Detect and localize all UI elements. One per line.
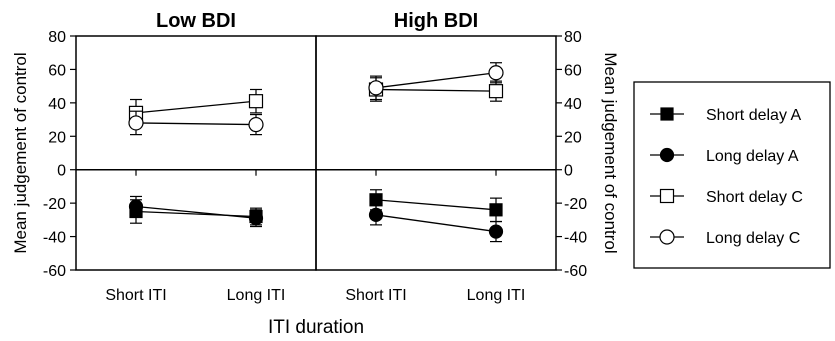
series-line-long-delay-c: [135, 122, 257, 126]
data-point-long-delay-c: [248, 116, 264, 133]
y-tick-label-left: 0: [57, 163, 66, 180]
legend-marker: [659, 188, 675, 204]
y-tick-label-right: 40: [564, 96, 582, 113]
data-point-long-delay-a: [248, 211, 264, 226]
series-line-long-delay-a: [135, 205, 257, 219]
data-point-long-delay-c: [128, 115, 144, 131]
y-tick-label-right: 20: [564, 129, 582, 146]
series-line-short-delay-c: [375, 88, 497, 92]
y-axis-title-right: Mean judgement of control: [601, 52, 620, 253]
data-point-long-delay-c: [368, 80, 384, 96]
y-tick-label-left: 20: [48, 129, 66, 146]
legend-item-short-delay-a: Short delay A: [650, 107, 802, 124]
legend-item-long-delay-c: Long delay C: [650, 229, 800, 247]
legend-label: Short delay A: [706, 107, 802, 124]
data-point-short-delay-c: [488, 84, 504, 99]
legend-marker: [660, 107, 674, 121]
y-tick-label-left: -60: [43, 263, 66, 280]
y-tick-label-left: -40: [43, 230, 66, 247]
y-tick-label-left: 40: [48, 96, 66, 113]
y-tick-label-left: -20: [43, 196, 66, 213]
series-line-short-delay-c: [135, 100, 257, 114]
x-tick-label: Short ITI: [345, 287, 406, 304]
panel-title: Low BDI: [156, 10, 236, 32]
legend: Short delay A Long delay A Short delay C Lo…: [633, 81, 831, 269]
y-axis-title-left: Mean judgement of control: [11, 52, 30, 253]
series-line-long-delay-c: [375, 72, 497, 89]
x-axis-title: ITI duration: [268, 317, 364, 338]
chart-axes: -60 -60 -40 -40 -20 -20 0 0 20 20 40 40 60 60 80 80 Mean…: [11, 29, 620, 338]
panel-title: High BDI: [394, 10, 478, 32]
y-tick-label-right: -20: [564, 196, 587, 213]
y-tick-label-left: 80: [48, 29, 66, 46]
legend-marker: [659, 229, 675, 245]
y-tick-label-right: -60: [564, 263, 587, 280]
y-tick-label-right: 0: [564, 163, 573, 180]
panel-high-bdi: High BDI Short ITI Long ITI: [345, 10, 525, 304]
data-point-long-delay-a: [128, 199, 144, 214]
panel-frame-1: [75, 35, 317, 271]
x-tick-label: Long ITI: [227, 287, 286, 304]
data-point-short-delay-a: [489, 203, 503, 217]
legend-item-short-delay-c: Short delay C: [650, 188, 803, 206]
data-point-long-delay-a: [368, 207, 384, 222]
y-tick-label-right: 60: [564, 62, 582, 79]
legend-label: Short delay C: [706, 189, 803, 206]
legend-marker: [659, 147, 675, 163]
legend-label: Long delay C: [706, 230, 800, 247]
data-point-short-delay-a: [369, 193, 383, 207]
data-point-long-delay-c: [488, 65, 504, 81]
legend-label: Long delay A: [706, 148, 799, 165]
y-tick-label-right: -40: [564, 230, 587, 247]
panel-frame-2: [315, 35, 557, 271]
series-line-short-delay-a: [375, 199, 497, 211]
x-tick-label: Short ITI: [105, 287, 166, 304]
x-tick-label: Long ITI: [467, 287, 526, 304]
data-point-long-delay-a: [488, 224, 504, 239]
chart-panels: Low BDI Short ITI Long ITI High BDI Short IT…: [105, 10, 525, 304]
panel-low-bdi: Low BDI Short ITI Long ITI: [105, 10, 285, 304]
y-tick-label-right: 80: [564, 29, 582, 46]
legend-item-long-delay-a: Long delay A: [650, 147, 799, 165]
series-line-long-delay-a: [375, 214, 497, 233]
y-tick-label-left: 60: [48, 62, 66, 79]
data-point-short-delay-c: [248, 94, 264, 109]
